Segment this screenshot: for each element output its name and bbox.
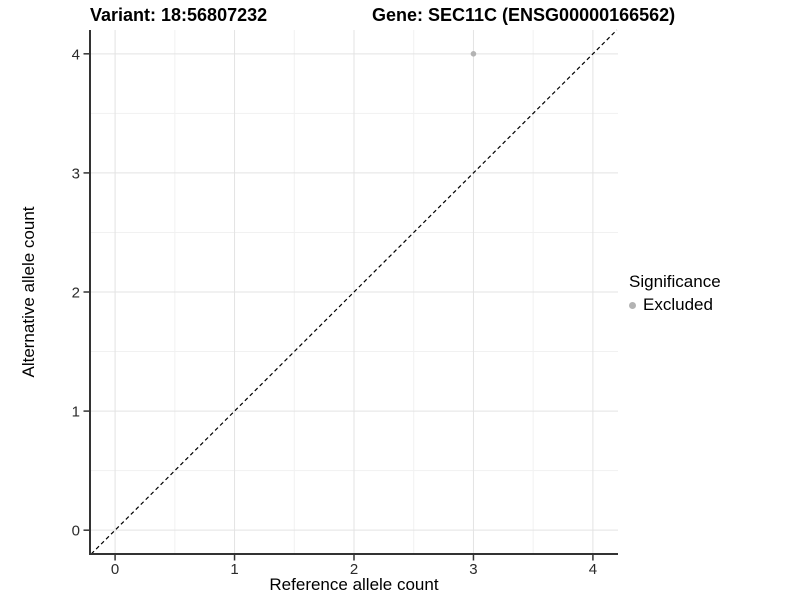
x-tick-label: 3 <box>469 561 477 578</box>
y-tick-label: 2 <box>72 285 80 302</box>
y-tick-label: 4 <box>72 46 80 63</box>
x-tick-label: 2 <box>350 561 358 578</box>
identity-dashed-line <box>90 29 618 555</box>
plot-title-gene: Gene: SEC11C (ENSG00000166562) <box>372 5 676 25</box>
legend-item-excluded: Excluded <box>629 295 721 315</box>
tick-marks <box>83 53 594 561</box>
legend-item-label: Excluded <box>643 295 713 314</box>
y-axis-title: Alternative allele count <box>19 206 38 378</box>
y-tick-labels: 0 1 2 3 4 <box>72 46 80 539</box>
data-point-excluded <box>470 51 477 57</box>
excluded-point-swatch <box>629 301 636 309</box>
y-tick-label: 1 <box>72 404 80 421</box>
x-tick-label: 0 <box>111 561 119 578</box>
legend: Significance Excluded <box>629 272 721 315</box>
y-tick-label: 3 <box>72 165 80 182</box>
x-tick-label: 1 <box>230 561 238 578</box>
x-tick-label: 4 <box>589 561 597 578</box>
legend-title: Significance <box>629 272 721 291</box>
data-points <box>470 51 477 57</box>
axis-lines <box>89 30 618 555</box>
plot-title-variant: Variant: 18:56807232 <box>90 5 268 25</box>
y-tick-label: 0 <box>72 523 80 540</box>
x-axis-title: Reference allele count <box>269 575 439 594</box>
x-tick-labels: 0 1 2 3 4 <box>111 561 597 578</box>
